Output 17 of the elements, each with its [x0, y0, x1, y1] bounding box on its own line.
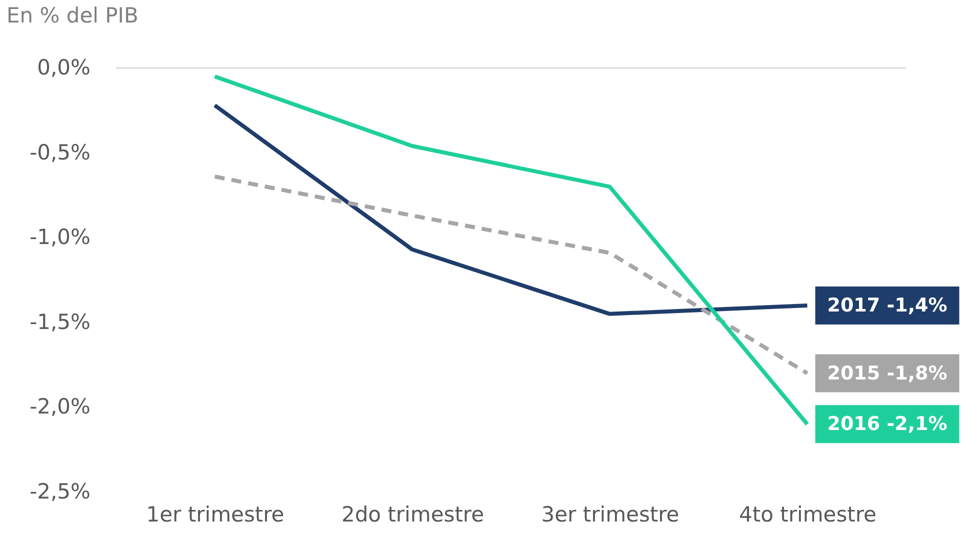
- x-tick-label: 4to trimestre: [739, 502, 876, 526]
- y-axis-title: En % del PIB: [6, 4, 138, 28]
- x-tick-label: 2do trimestre: [341, 502, 484, 526]
- text: 2015 -1,8%: [827, 362, 948, 384]
- y-tick-label: -2,5%: [30, 480, 90, 504]
- line-series: [212, 103, 810, 316]
- line-series: [212, 174, 810, 376]
- x-tick-label: 3er trimestre: [541, 502, 680, 526]
- y-tick-label: -1,5%: [30, 310, 90, 334]
- y-tick-label: -1,0%: [30, 225, 90, 250]
- text: 2016 -2,1%: [827, 413, 948, 436]
- y-tick-label: 0,0%: [37, 56, 90, 80]
- x-tick-label: 1er trimestre: [146, 502, 284, 526]
- y-tick-label: -0,5%: [30, 140, 90, 164]
- y-tick-label: -2,0%: [30, 394, 90, 419]
- text: 2017 -1,4%: [827, 294, 948, 316]
- line-series: [212, 74, 810, 426]
